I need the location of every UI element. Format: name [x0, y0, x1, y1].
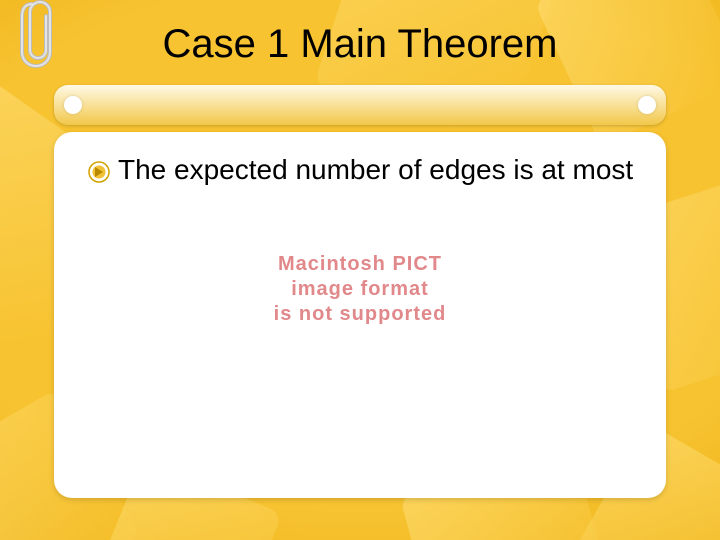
title-bar [54, 85, 666, 125]
slide: Case 1 Main Theorem The expected number … [0, 0, 720, 540]
bullet-item: The expected number of edges is at most [88, 154, 636, 188]
paperclip-icon [14, 0, 62, 72]
slide-title: Case 1 Main Theorem [0, 22, 720, 67]
content-box: The expected number of edges is at most … [54, 132, 666, 498]
pict-error-line: image format [274, 277, 447, 302]
pict-error-line: Macintosh PICT [274, 252, 447, 277]
bullet-text: The expected number of edges is at most [118, 154, 633, 186]
pict-error-message: Macintosh PICT image format is not suppo… [274, 252, 447, 327]
bullet-arrow-icon [88, 161, 110, 188]
pict-error-line: is not supported [274, 302, 447, 327]
